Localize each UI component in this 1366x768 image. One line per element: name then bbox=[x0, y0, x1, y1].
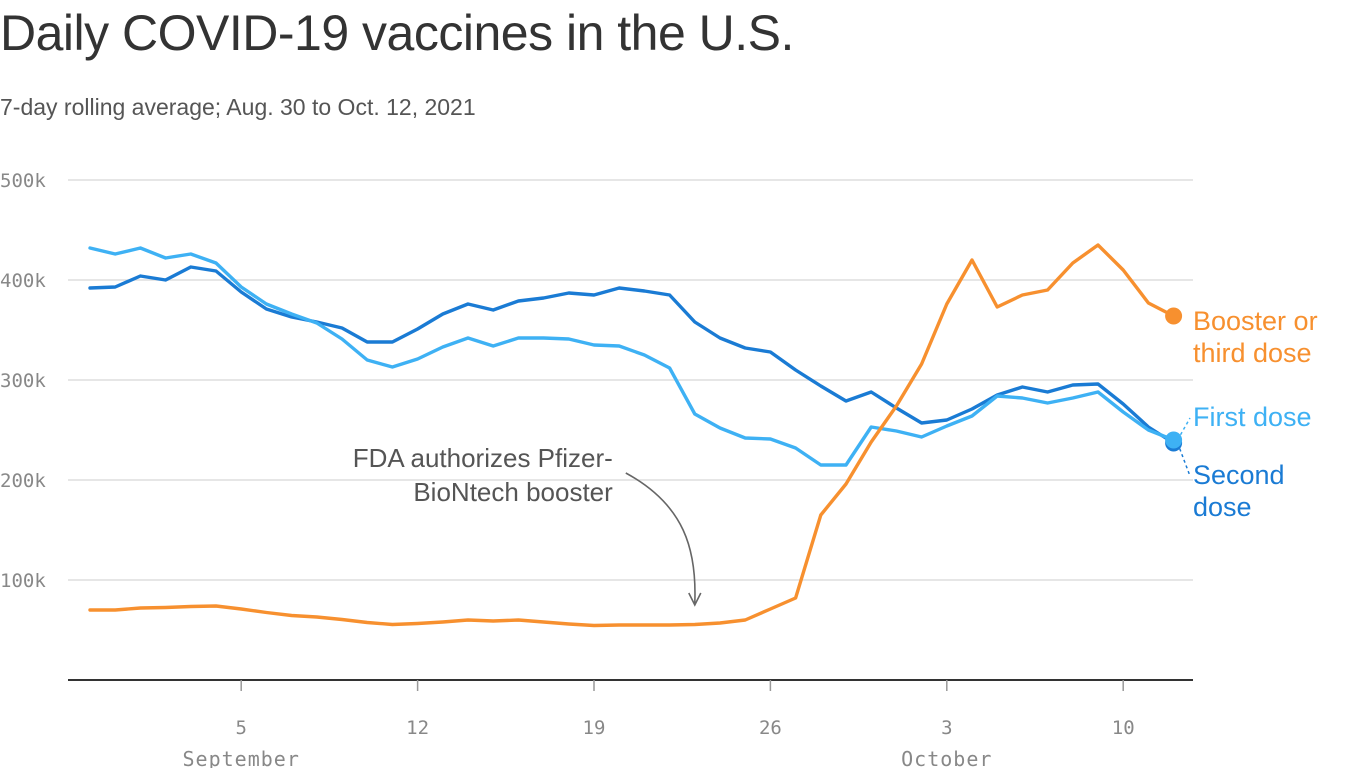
annotation-text: BioNtech booster bbox=[413, 477, 613, 507]
end-point-booster-or-third-dose bbox=[1165, 307, 1183, 325]
y-tick-label: 300k bbox=[0, 370, 46, 392]
x-tick-label: 10 bbox=[1112, 717, 1135, 739]
annotation-text: FDA authorizes Pfizer- bbox=[353, 443, 613, 473]
y-tick-label: 400k bbox=[0, 270, 46, 292]
label-leader-first-dose bbox=[1176, 417, 1191, 441]
series-line-first-dose bbox=[88, 246, 1176, 467]
series-label-second-dose: Second bbox=[1193, 460, 1285, 490]
y-tick-label: 500k bbox=[0, 170, 46, 192]
series-label-second-dose: dose bbox=[1193, 492, 1252, 522]
x-month-label: September bbox=[183, 747, 300, 768]
annotation-arrowhead bbox=[688, 592, 702, 607]
series-label-booster-or-third-dose: Booster or bbox=[1193, 306, 1318, 336]
x-month-label: October bbox=[901, 747, 992, 768]
y-tick-label: 200k bbox=[0, 470, 46, 492]
y-tick-label: 100k bbox=[0, 570, 46, 592]
series-label-first-dose: First dose bbox=[1193, 402, 1312, 432]
series-label-booster-or-third-dose: third dose bbox=[1193, 338, 1312, 368]
end-point-first-dose bbox=[1165, 431, 1183, 449]
annotation-arrow bbox=[625, 472, 696, 604]
x-tick-label: 26 bbox=[759, 717, 782, 739]
x-tick-label: 19 bbox=[583, 717, 606, 739]
chart-title: Daily COVID-19 vaccines in the U.S. bbox=[0, 5, 794, 61]
chart-subtitle: 7-day rolling average; Aug. 30 to Oct. 1… bbox=[0, 94, 476, 120]
x-tick-label: 3 bbox=[941, 717, 952, 739]
series-line-booster-or-third-dose bbox=[88, 243, 1176, 628]
x-tick-label: 12 bbox=[406, 717, 429, 739]
x-tick-label: 5 bbox=[235, 717, 246, 739]
